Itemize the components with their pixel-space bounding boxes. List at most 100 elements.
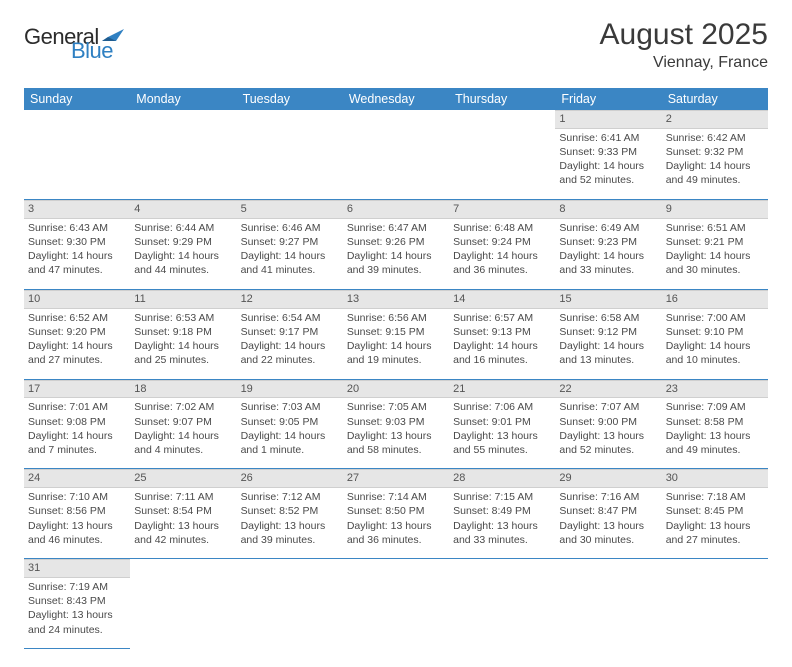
calendar-cell <box>237 110 343 199</box>
calendar-cell: 30Sunrise: 7:18 AMSunset: 8:45 PMDayligh… <box>662 469 768 559</box>
sunset-text: Sunset: 9:05 PM <box>241 415 339 429</box>
daylight1-text: Daylight: 13 hours <box>28 608 126 622</box>
daylight2-text: and 22 minutes. <box>241 353 339 367</box>
day-number: 23 <box>662 380 768 399</box>
day-number: 30 <box>662 469 768 488</box>
day-details: Sunrise: 7:09 AMSunset: 8:58 PMDaylight:… <box>662 398 768 468</box>
daylight1-text: Daylight: 14 hours <box>666 339 764 353</box>
daylight1-text: Daylight: 14 hours <box>666 249 764 263</box>
daylight1-text: Daylight: 13 hours <box>666 429 764 443</box>
day-header: Saturday <box>662 88 768 110</box>
day-details: Sunrise: 7:02 AMSunset: 9:07 PMDaylight:… <box>130 398 236 468</box>
calendar-cell <box>343 559 449 649</box>
sunset-text: Sunset: 9:07 PM <box>134 415 232 429</box>
sunset-text: Sunset: 9:20 PM <box>28 325 126 339</box>
calendar-cell: 3Sunrise: 6:43 AMSunset: 9:30 PMDaylight… <box>24 199 130 289</box>
daylight2-text: and 46 minutes. <box>28 533 126 547</box>
daylight2-text: and 39 minutes. <box>347 263 445 277</box>
day-header: Friday <box>555 88 661 110</box>
calendar-cell: 26Sunrise: 7:12 AMSunset: 8:52 PMDayligh… <box>237 469 343 559</box>
calendar-cell: 16Sunrise: 7:00 AMSunset: 9:10 PMDayligh… <box>662 289 768 379</box>
day-details: Sunrise: 6:47 AMSunset: 9:26 PMDaylight:… <box>343 219 449 289</box>
calendar-cell: 24Sunrise: 7:10 AMSunset: 8:56 PMDayligh… <box>24 469 130 559</box>
daylight2-text: and 16 minutes. <box>453 353 551 367</box>
sunrise-text: Sunrise: 7:16 AM <box>559 490 657 504</box>
calendar-week-row: 10Sunrise: 6:52 AMSunset: 9:20 PMDayligh… <box>24 289 768 379</box>
calendar-cell: 9Sunrise: 6:51 AMSunset: 9:21 PMDaylight… <box>662 199 768 289</box>
day-header: Thursday <box>449 88 555 110</box>
daylight1-text: Daylight: 13 hours <box>453 519 551 533</box>
day-number: 25 <box>130 469 236 488</box>
daylight2-text: and 10 minutes. <box>666 353 764 367</box>
title-block: August 2025 Viennay, France <box>600 18 768 72</box>
daylight1-text: Daylight: 14 hours <box>241 429 339 443</box>
daylight1-text: Daylight: 13 hours <box>347 519 445 533</box>
day-number: 16 <box>662 290 768 309</box>
sunrise-text: Sunrise: 7:18 AM <box>666 490 764 504</box>
daylight1-text: Daylight: 13 hours <box>241 519 339 533</box>
day-details: Sunrise: 7:15 AMSunset: 8:49 PMDaylight:… <box>449 488 555 558</box>
daylight2-text: and 27 minutes. <box>28 353 126 367</box>
sunrise-text: Sunrise: 7:19 AM <box>28 580 126 594</box>
sunrise-text: Sunrise: 6:58 AM <box>559 311 657 325</box>
daylight1-text: Daylight: 14 hours <box>134 339 232 353</box>
calendar-cell: 15Sunrise: 6:58 AMSunset: 9:12 PMDayligh… <box>555 289 661 379</box>
daylight2-text: and 49 minutes. <box>666 443 764 457</box>
daylight1-text: Daylight: 13 hours <box>453 429 551 443</box>
daylight1-text: Daylight: 14 hours <box>28 429 126 443</box>
calendar-cell <box>343 110 449 199</box>
day-details: Sunrise: 6:41 AMSunset: 9:33 PMDaylight:… <box>555 129 661 199</box>
calendar-cell: 12Sunrise: 6:54 AMSunset: 9:17 PMDayligh… <box>237 289 343 379</box>
daylight1-text: Daylight: 14 hours <box>241 339 339 353</box>
daylight1-text: Daylight: 14 hours <box>347 249 445 263</box>
day-number: 3 <box>24 200 130 219</box>
day-details: Sunrise: 7:01 AMSunset: 9:08 PMDaylight:… <box>24 398 130 468</box>
calendar-location: Viennay, France <box>600 54 768 72</box>
day-number: 27 <box>343 469 449 488</box>
sunrise-text: Sunrise: 6:44 AM <box>134 221 232 235</box>
sunset-text: Sunset: 9:13 PM <box>453 325 551 339</box>
day-details: Sunrise: 6:42 AMSunset: 9:32 PMDaylight:… <box>662 129 768 199</box>
day-details: Sunrise: 7:12 AMSunset: 8:52 PMDaylight:… <box>237 488 343 558</box>
sunset-text: Sunset: 9:24 PM <box>453 235 551 249</box>
day-number: 2 <box>662 110 768 129</box>
day-details: Sunrise: 7:11 AMSunset: 8:54 PMDaylight:… <box>130 488 236 558</box>
day-details: Sunrise: 6:51 AMSunset: 9:21 PMDaylight:… <box>662 219 768 289</box>
calendar-cell: 14Sunrise: 6:57 AMSunset: 9:13 PMDayligh… <box>449 289 555 379</box>
daylight2-text: and 30 minutes. <box>559 533 657 547</box>
daylight1-text: Daylight: 14 hours <box>347 339 445 353</box>
daylight2-text: and 55 minutes. <box>453 443 551 457</box>
sunrise-text: Sunrise: 6:52 AM <box>28 311 126 325</box>
calendar-cell: 28Sunrise: 7:15 AMSunset: 8:49 PMDayligh… <box>449 469 555 559</box>
calendar-week-row: 31Sunrise: 7:19 AMSunset: 8:43 PMDayligh… <box>24 559 768 649</box>
calendar-cell: 11Sunrise: 6:53 AMSunset: 9:18 PMDayligh… <box>130 289 236 379</box>
daylight2-text: and 7 minutes. <box>28 443 126 457</box>
sunrise-text: Sunrise: 6:53 AM <box>134 311 232 325</box>
daylight2-text: and 39 minutes. <box>241 533 339 547</box>
sunrise-text: Sunrise: 7:09 AM <box>666 400 764 414</box>
daylight1-text: Daylight: 14 hours <box>559 249 657 263</box>
calendar-cell: 31Sunrise: 7:19 AMSunset: 8:43 PMDayligh… <box>24 559 130 649</box>
calendar-table: Sunday Monday Tuesday Wednesday Thursday… <box>24 88 768 649</box>
calendar-cell <box>662 559 768 649</box>
day-header: Monday <box>130 88 236 110</box>
sunset-text: Sunset: 9:26 PM <box>347 235 445 249</box>
day-number: 22 <box>555 380 661 399</box>
sunset-text: Sunset: 8:52 PM <box>241 504 339 518</box>
sunset-text: Sunset: 9:29 PM <box>134 235 232 249</box>
calendar-cell: 1Sunrise: 6:41 AMSunset: 9:33 PMDaylight… <box>555 110 661 199</box>
sunrise-text: Sunrise: 7:02 AM <box>134 400 232 414</box>
calendar-title: August 2025 <box>600 18 768 52</box>
sunset-text: Sunset: 9:12 PM <box>559 325 657 339</box>
day-header: Wednesday <box>343 88 449 110</box>
day-details: Sunrise: 7:06 AMSunset: 9:01 PMDaylight:… <box>449 398 555 468</box>
daylight1-text: Daylight: 14 hours <box>453 339 551 353</box>
day-details: Sunrise: 7:03 AMSunset: 9:05 PMDaylight:… <box>237 398 343 468</box>
daylight2-text: and 4 minutes. <box>134 443 232 457</box>
calendar-cell <box>237 559 343 649</box>
daylight2-text: and 42 minutes. <box>134 533 232 547</box>
sunrise-text: Sunrise: 7:15 AM <box>453 490 551 504</box>
daylight1-text: Daylight: 13 hours <box>347 429 445 443</box>
day-number: 26 <box>237 469 343 488</box>
sunrise-text: Sunrise: 7:07 AM <box>559 400 657 414</box>
